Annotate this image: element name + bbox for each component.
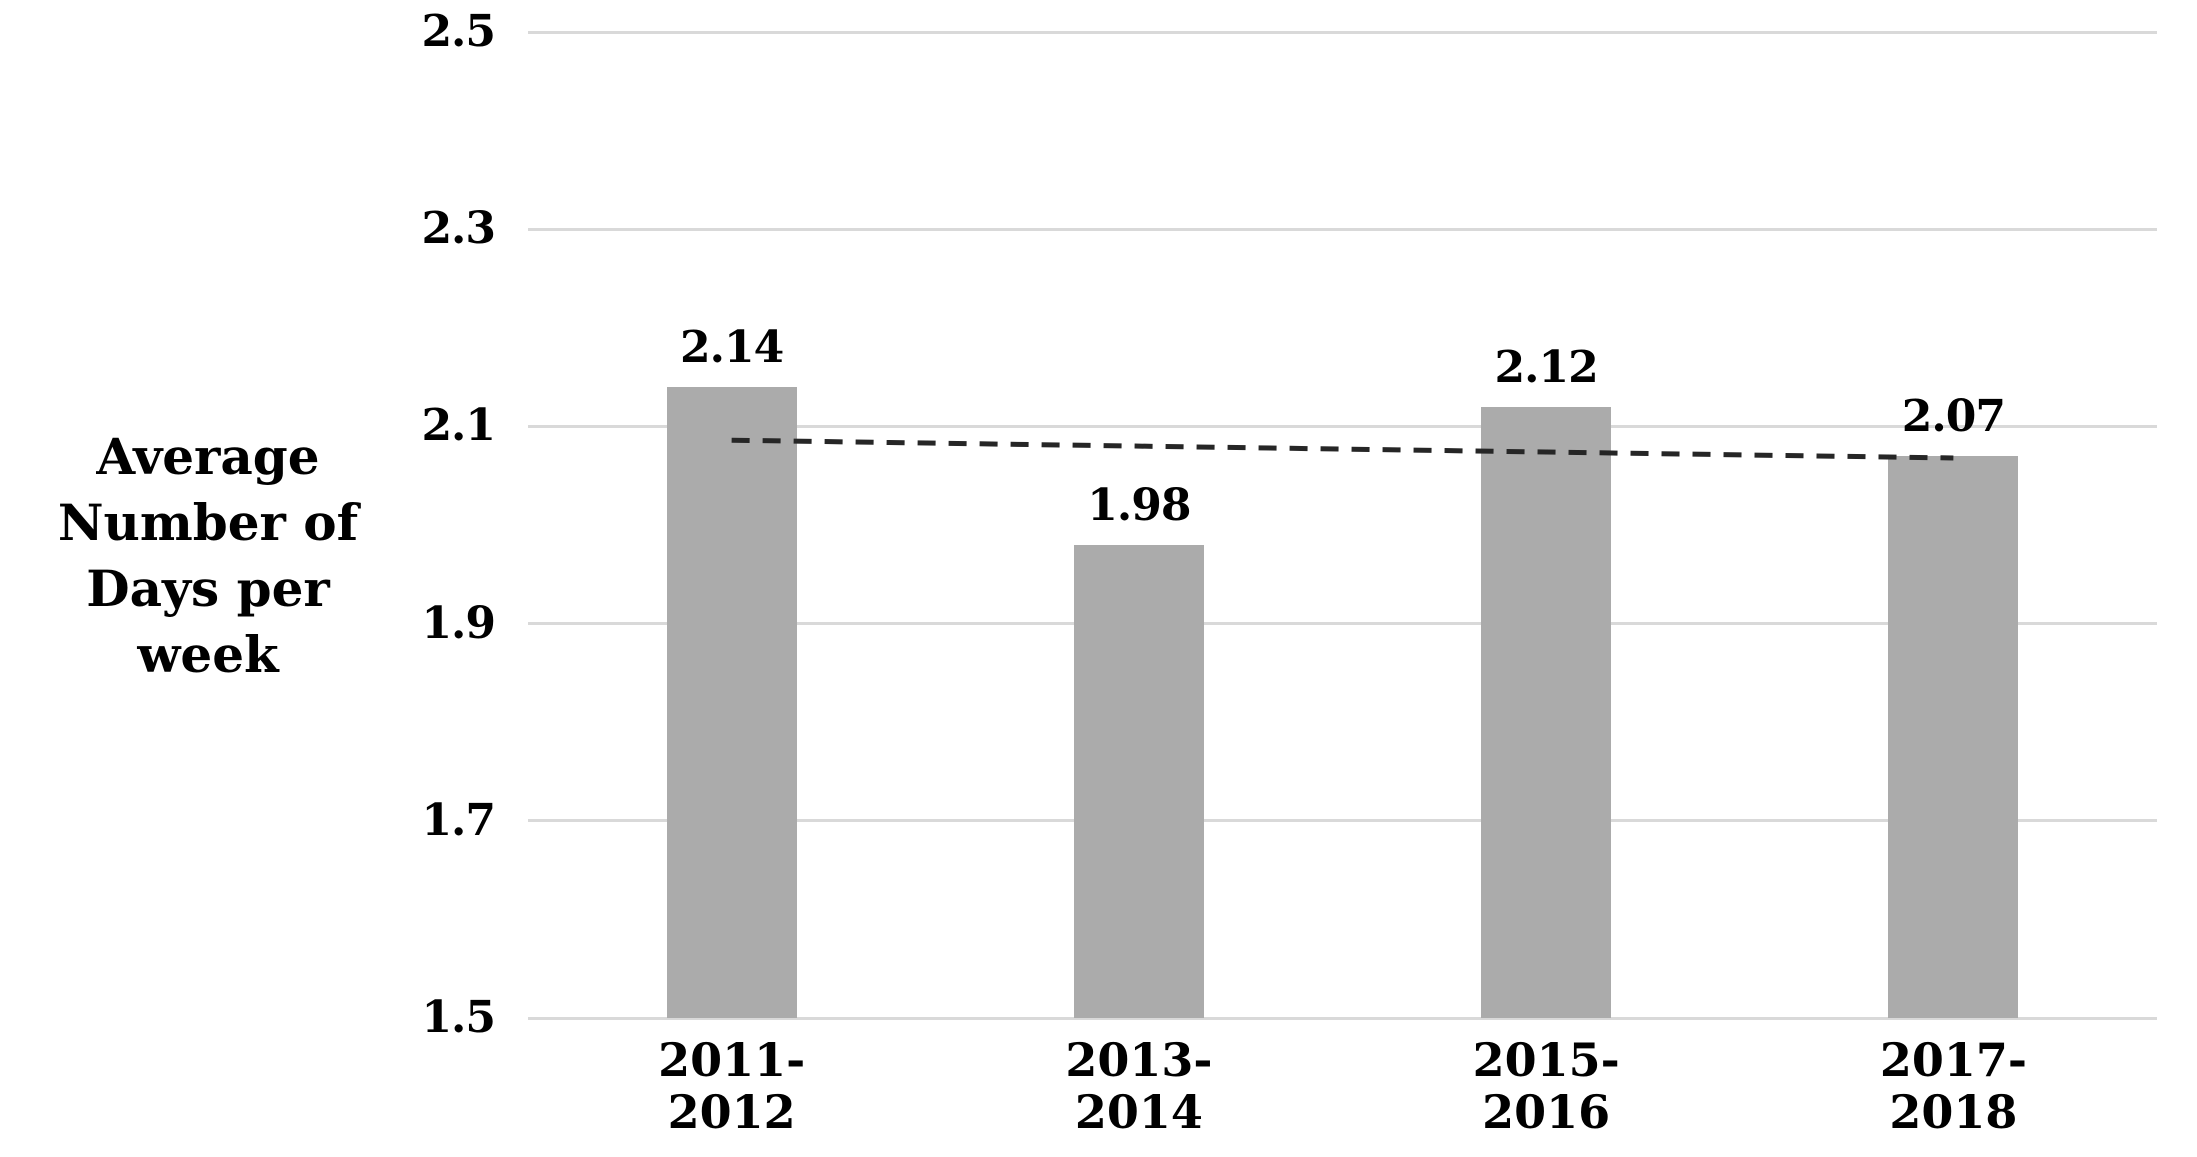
bar — [1481, 406, 1612, 1018]
y-axis-title: Average Number of Days per week — [57, 427, 359, 684]
y-tick-label: 1.7 — [421, 794, 496, 846]
trendline — [731, 437, 1954, 461]
y-tick-label: 2.3 — [421, 203, 496, 255]
bar-value-label: 2.07 — [1901, 390, 2006, 442]
x-category-label: 2017- 2018 — [1879, 1033, 2027, 1139]
y-tick-label: 1.9 — [421, 597, 496, 649]
y-tick-label: 2.5 — [421, 6, 496, 57]
plot-area: 2.14 1.98 2.12 2.07 — [528, 30, 2157, 1020]
gridline — [528, 424, 2157, 428]
bar — [1073, 544, 1204, 1018]
bar-value-label: 1.98 — [1087, 479, 1191, 531]
bar — [666, 386, 797, 1018]
gridline — [528, 1016, 2157, 1020]
gridline — [528, 622, 2157, 626]
x-category-label: 2011- 2012 — [658, 1033, 806, 1139]
gridline — [528, 30, 2157, 34]
y-tick-label: 2.1 — [421, 400, 496, 452]
bar-value-label: 2.14 — [680, 321, 784, 373]
y-tick-label: 1.5 — [421, 992, 496, 1043]
x-category-label: 2015- 2016 — [1472, 1033, 1620, 1139]
x-category-label: 2013- 2014 — [1065, 1033, 1213, 1139]
gridline — [528, 227, 2157, 231]
bar — [1888, 455, 2019, 1018]
gridline — [528, 819, 2157, 823]
bar-value-label: 2.12 — [1494, 341, 1599, 393]
